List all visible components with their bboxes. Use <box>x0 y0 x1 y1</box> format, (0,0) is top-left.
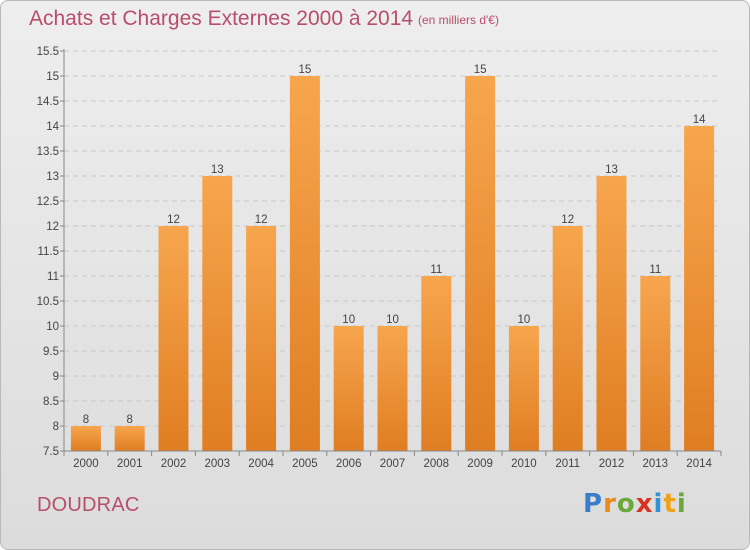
x-tick-label: 2014 <box>686 458 712 470</box>
bar <box>114 426 145 451</box>
y-tick-label: 15 <box>46 71 59 83</box>
bar <box>596 176 627 451</box>
bar <box>684 126 715 451</box>
y-tick-label: 7.5 <box>43 446 59 458</box>
logo-letter: P <box>583 489 604 519</box>
logo-letter: i <box>653 489 664 519</box>
y-tick-label: 9.5 <box>43 346 59 358</box>
data-label: 11 <box>430 264 442 276</box>
bar <box>377 326 408 451</box>
x-tick-label: 2007 <box>380 458 406 470</box>
axes <box>60 49 722 456</box>
bar <box>640 276 671 451</box>
x-tick-label: 2000 <box>73 458 99 470</box>
bar <box>333 326 364 451</box>
x-tick-label: 2003 <box>205 458 231 470</box>
bar <box>202 176 233 451</box>
chart-subtitle: (en milliers d'€) <box>418 13 499 27</box>
bars <box>70 76 715 451</box>
y-tick-label: 10.5 <box>37 296 59 308</box>
y-tick-label: 9 <box>53 371 59 383</box>
bar <box>508 326 539 451</box>
y-tick-label: 15.5 <box>37 46 59 58</box>
x-tick-label: 2001 <box>117 458 143 470</box>
labels: 7.5 8 8.5 9 9.5 10 10.5 11 11.5 12 12.5 13 13.5 14 14.… <box>37 46 713 470</box>
x-tick-label: 2004 <box>248 458 274 470</box>
x-tick-label: 2012 <box>599 458 625 470</box>
y-tick-label: 11 <box>47 271 59 283</box>
y-tick-label: 14.5 <box>37 96 59 108</box>
proxiti-logo: Proxiti <box>583 489 687 519</box>
data-label: 12 <box>255 214 268 226</box>
data-label: 10 <box>342 314 355 326</box>
y-tick-label: 11.5 <box>37 246 59 258</box>
x-tick-label: 2013 <box>643 458 669 470</box>
data-label: 15 <box>474 64 487 76</box>
bar <box>421 276 452 451</box>
x-tick-label: 2010 <box>511 458 537 470</box>
bar <box>465 76 496 451</box>
data-label: 15 <box>299 64 312 76</box>
place-name: DOUDRAC <box>37 494 140 516</box>
bar <box>246 226 277 451</box>
y-tick-label: 10 <box>46 321 59 333</box>
y-tick-label: 8 <box>53 421 59 433</box>
data-label: 8 <box>126 414 132 426</box>
data-label: 8 <box>83 414 89 426</box>
logo-letter: i <box>676 489 687 519</box>
chart-title: Achats et Charges Externes 2000 à 2014 <box>29 7 414 30</box>
y-tick-label: 12.5 <box>37 196 59 208</box>
bar <box>289 76 320 451</box>
x-tick-label: 2009 <box>467 458 493 470</box>
bar <box>552 226 583 451</box>
data-label: 12 <box>167 214 180 226</box>
data-label: 10 <box>386 314 399 326</box>
data-label: 13 <box>211 164 224 176</box>
x-tick-label: 2002 <box>161 458 187 470</box>
y-tick-label: 13 <box>46 171 59 183</box>
x-tick-label: 2006 <box>336 458 362 470</box>
x-tick-label: 2008 <box>424 458 450 470</box>
y-tick-label: 14 <box>46 121 59 133</box>
x-tick-label: 2011 <box>555 458 580 470</box>
y-tick-label: 8.5 <box>43 396 59 408</box>
y-tick-label: 13.5 <box>37 146 59 158</box>
logo-letter: x <box>635 489 654 519</box>
data-label: 12 <box>561 214 574 226</box>
data-label: 13 <box>605 164 618 176</box>
logo-letter: t <box>663 489 677 519</box>
x-tick-label: 2005 <box>292 458 318 470</box>
logo-letter: o <box>616 489 636 519</box>
data-label: 10 <box>518 314 531 326</box>
data-label: 11 <box>649 264 661 276</box>
bar <box>70 426 101 451</box>
data-label: 14 <box>693 114 706 126</box>
logo-letter: r <box>603 489 617 519</box>
bar <box>158 226 189 451</box>
y-tick-label: 12 <box>46 221 59 233</box>
